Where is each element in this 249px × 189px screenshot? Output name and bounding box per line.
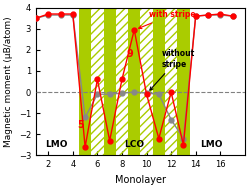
Bar	[165, 8, 177, 155]
Bar	[165, 8, 177, 155]
Bar	[128, 8, 140, 155]
Text: 5: 5	[77, 120, 84, 130]
Y-axis label: Magnetic moment (μB/atom): Magnetic moment (μB/atom)	[4, 16, 13, 147]
Bar	[177, 8, 189, 155]
Text: 9: 9	[126, 49, 133, 59]
Bar	[140, 8, 153, 155]
Bar	[153, 8, 165, 155]
Text: LCO: LCO	[124, 140, 144, 149]
Text: with stripe: with stripe	[139, 10, 196, 29]
Bar	[116, 8, 128, 155]
Bar	[104, 8, 116, 155]
X-axis label: Monolayer: Monolayer	[115, 175, 166, 185]
Bar	[91, 8, 104, 155]
Bar	[140, 8, 153, 155]
Text: LMO: LMO	[200, 140, 223, 149]
Text: without
stripe: without stripe	[150, 49, 194, 90]
Text: LMO: LMO	[46, 140, 68, 149]
Bar	[91, 8, 104, 155]
Bar	[116, 8, 128, 155]
Bar	[79, 8, 91, 155]
